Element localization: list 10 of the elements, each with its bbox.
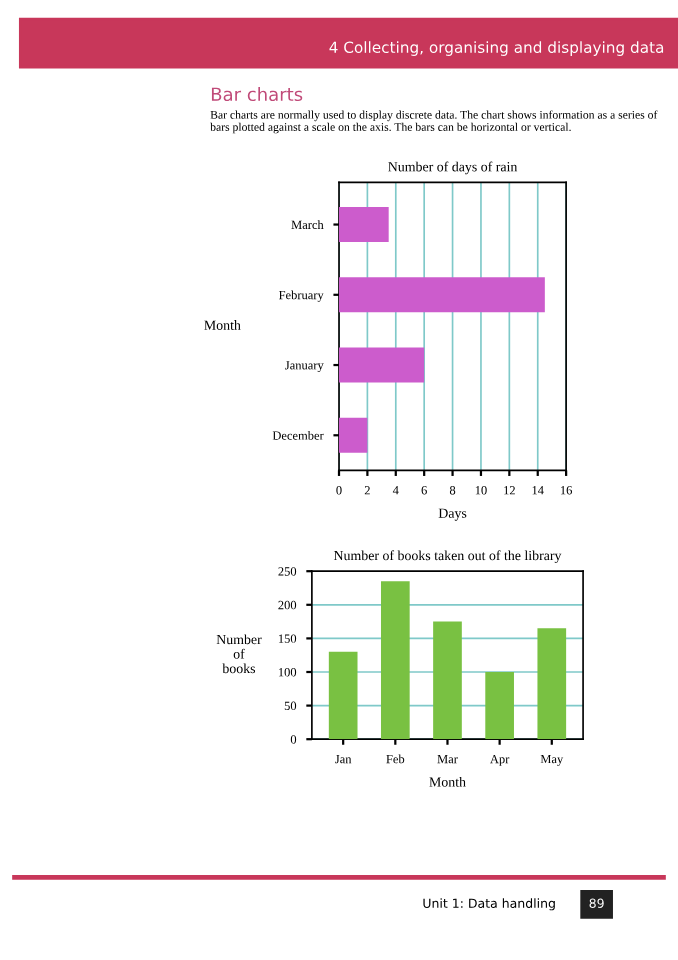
bar [339, 347, 425, 383]
bar [328, 651, 358, 740]
bar [339, 277, 545, 313]
bar [433, 621, 462, 740]
bar [339, 206, 389, 243]
bar [485, 672, 514, 740]
bar [380, 581, 410, 740]
bar [537, 628, 567, 740]
text: Bar charts [211, 87, 303, 102]
bar [339, 417, 368, 453]
